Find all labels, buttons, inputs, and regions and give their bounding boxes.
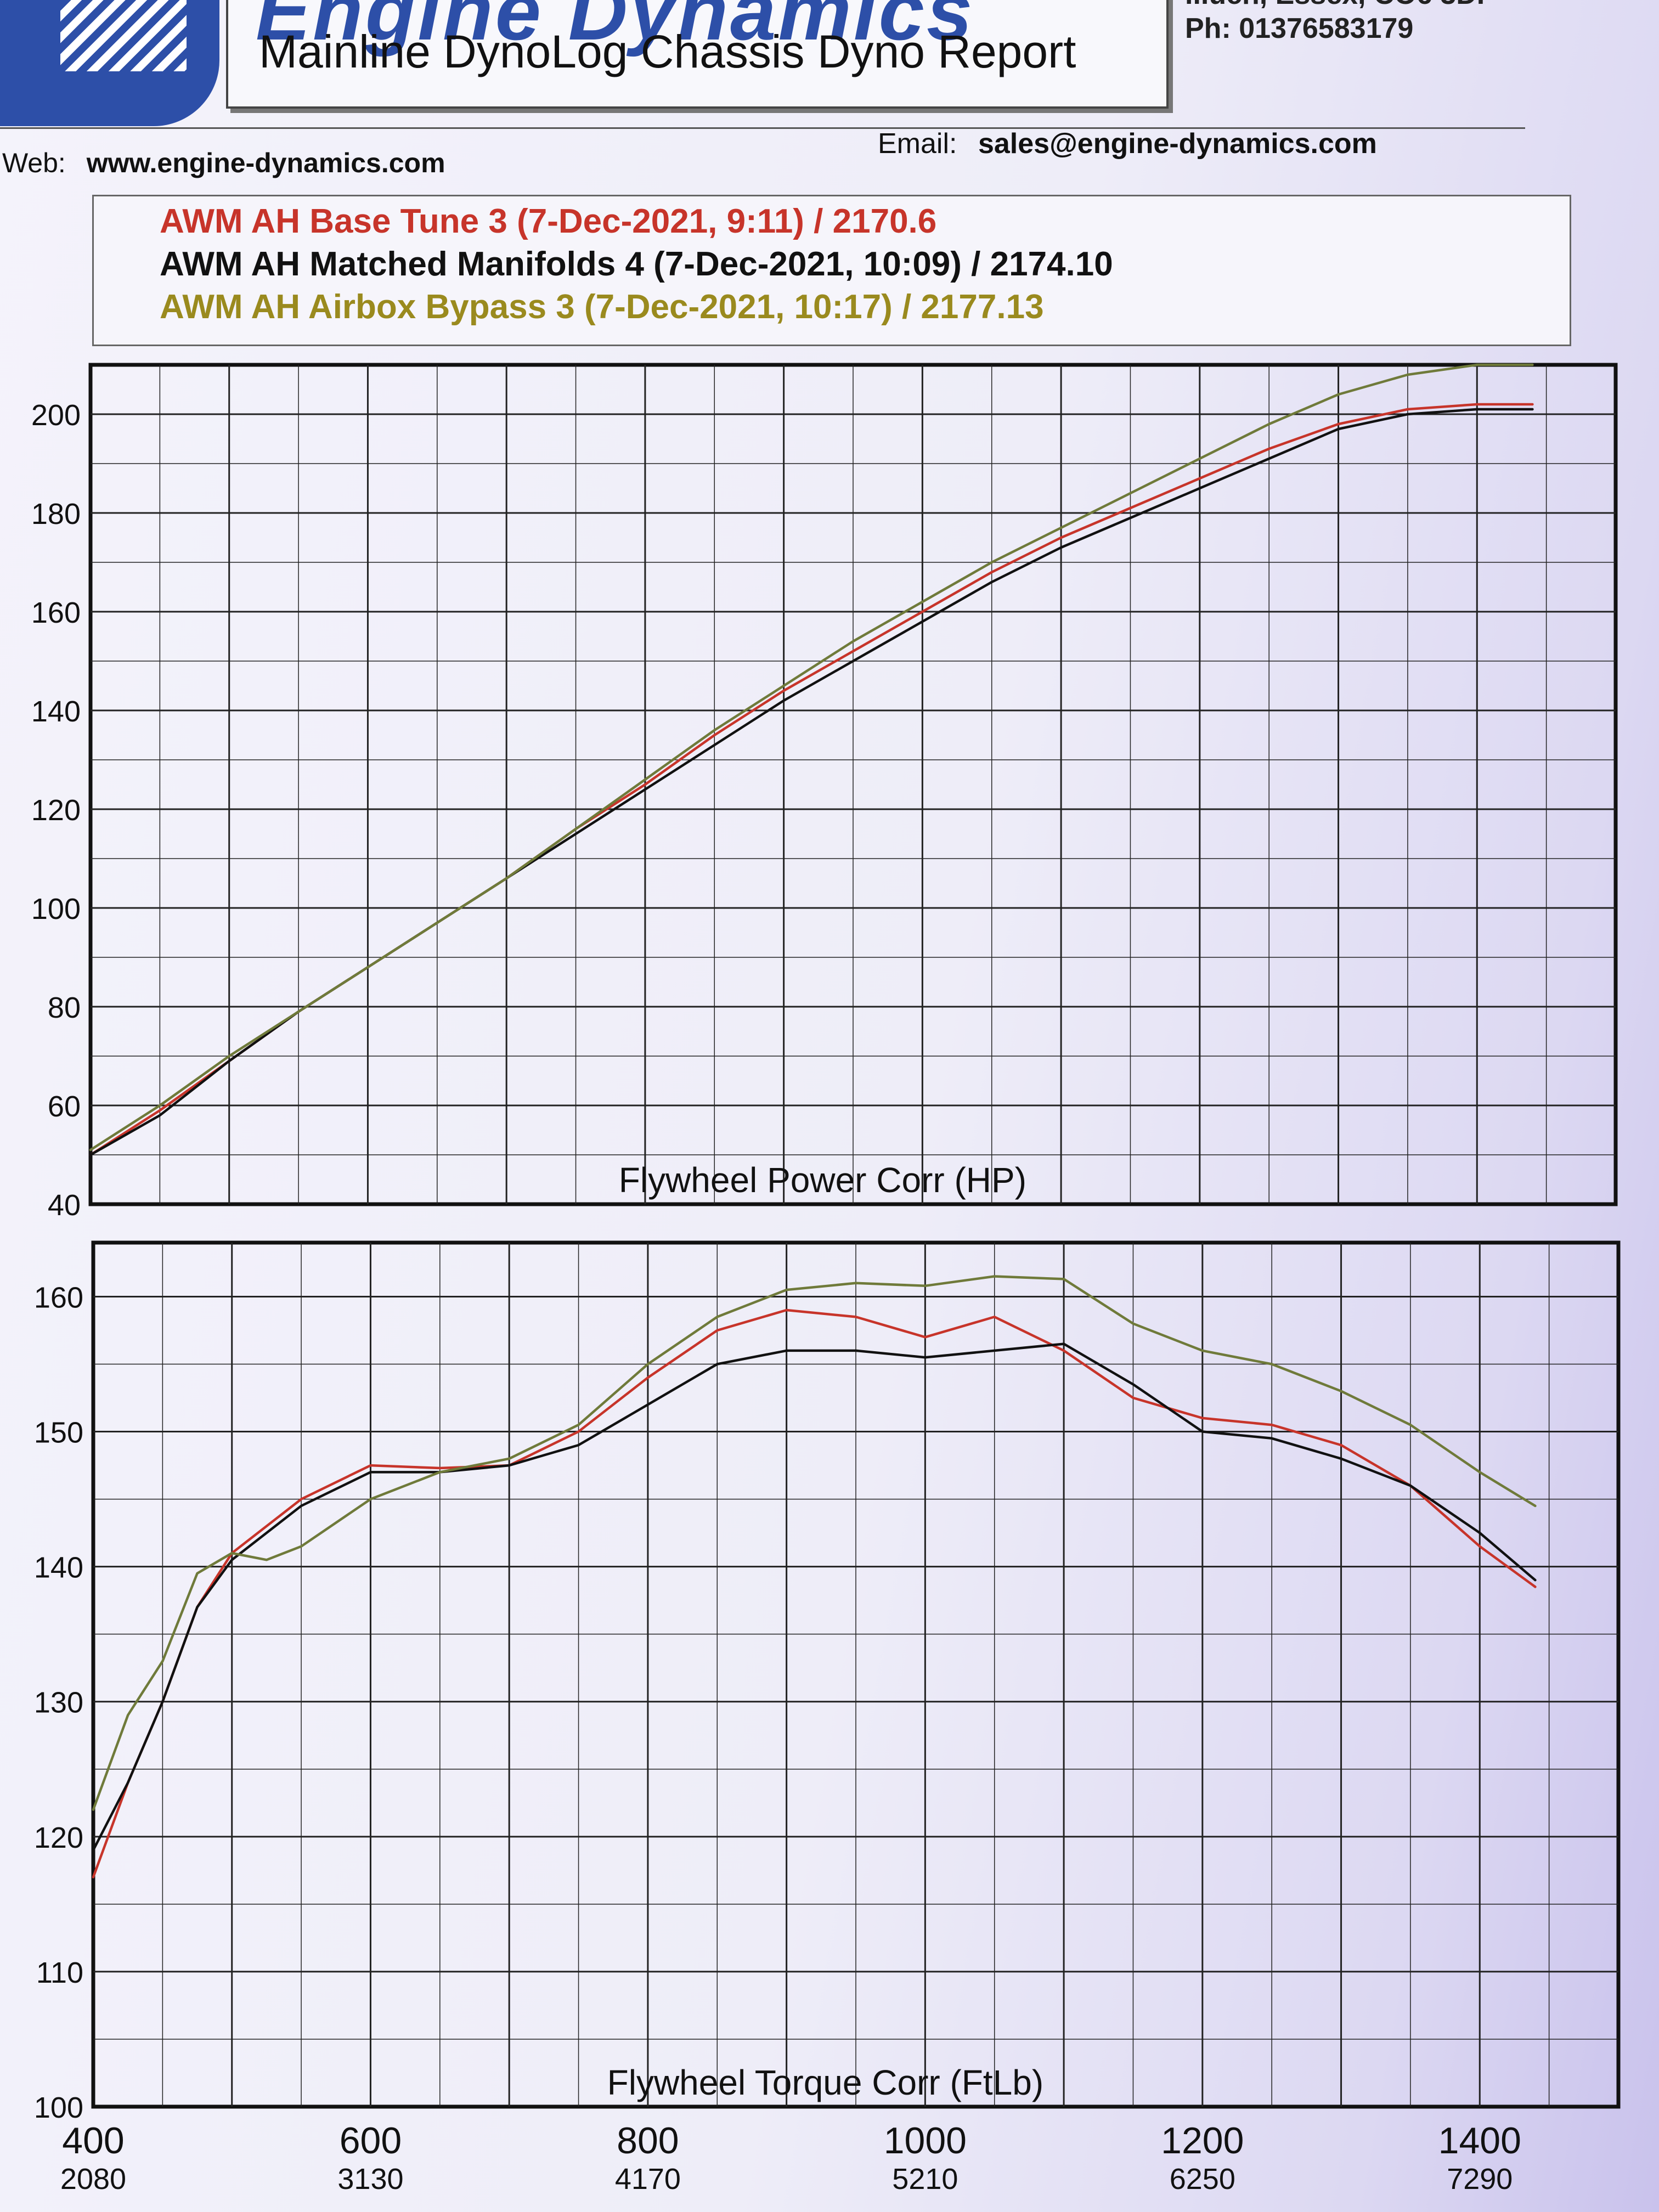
torque-xtick-secondary-label: 2080 [60,2163,126,2196]
torque-xtick-secondary-label: 5210 [892,2163,958,2196]
torque-ytick-label: 130 [34,1686,83,1719]
torque-series-line-1 [92,1308,1537,1878]
power-ytick-label: 200 [31,399,81,432]
torque-xtick-label: 800 [617,2120,679,2162]
title-box: Engine Dynamics Mainline DynoLog Chassis… [226,0,1169,109]
power-series-line-2 [89,408,1534,1156]
report-title: Mainline DynoLog Chassis Dyno Report [259,26,1076,77]
torque-ytick-label: 150 [34,1417,83,1449]
logo-stripes [60,0,187,71]
power-ytick-label: 120 [31,794,81,827]
legend: AWM AH Base Tune 3 (7-Dec-2021, 9:11) / … [92,195,1571,346]
legend-item-airbox-bypass: AWM AH Airbox Bypass 3 (7-Dec-2021, 10:1… [160,288,1044,326]
power-ytick-label: 60 [48,1090,81,1123]
torque-ytick-label: 120 [34,1821,83,1854]
torque-ytick-label: 140 [34,1551,83,1584]
power-ytick-label: 160 [31,596,81,629]
torque-series-line-2 [92,1342,1537,1852]
torque-series-line-3 [92,1275,1537,1811]
power-chart-title: Flywheel Power Corr (HP) [619,1160,1026,1200]
power-ytick-label: 100 [31,893,81,926]
torque-xtick-secondary-label: 4170 [615,2163,681,2196]
phone-number: Ph: 01376583179 [1185,13,1414,44]
header-divider [0,127,1525,129]
torque-xtick-secondary-label: 3130 [337,2163,403,2196]
power-ytick-label: 40 [48,1189,81,1222]
torque-xtick-label: 600 [340,2120,402,2162]
torque-xtick-label: 1200 [1161,2120,1244,2162]
torque-xtick-label: 400 [62,2120,124,2162]
brand-name: Engine Dynamics [256,0,975,57]
torque-ytick-label: 110 [36,1956,83,1989]
torque-xtick-secondary-label: 7290 [1447,2163,1513,2196]
email-link[interactable]: sales@engine-dynamics.com [978,128,1377,160]
torque-xtick-label: 1000 [884,2120,967,2162]
web-link[interactable]: www.engine-dynamics.com [86,148,445,178]
legend-item-matched-manifolds: AWM AH Matched Manifolds 4 (7-Dec-2021, … [160,245,1113,283]
legend-item-base-tune: AWM AH Base Tune 3 (7-Dec-2021, 9:11) / … [160,202,937,240]
power-ytick-label: 180 [31,498,81,531]
torque-xtick-label: 1400 [1438,2120,1521,2162]
torque-chart-title: Flywheel Torque Corr (FtLb) [607,2063,1044,2102]
torque-ytick-label: 100 [34,2091,83,2124]
power-ytick-label: 80 [48,991,81,1024]
power-series-line-1 [89,403,1534,1156]
company-logo [0,0,219,126]
website-line: Web: www.engine-dynamics.com [2,147,445,179]
web-label: Web: [2,148,66,178]
torque-ytick-label: 160 [34,1281,83,1314]
email-label: Email: [878,128,957,160]
torque-xtick-secondary-label: 6250 [1170,2163,1235,2196]
email-line: Email: sales@engine-dynamics.com [878,127,1377,160]
address-text: ...uch, Essex, CO6 3DP [1185,0,1496,11]
power-ytick-label: 140 [31,695,81,728]
power-series-line-3 [89,363,1534,1152]
